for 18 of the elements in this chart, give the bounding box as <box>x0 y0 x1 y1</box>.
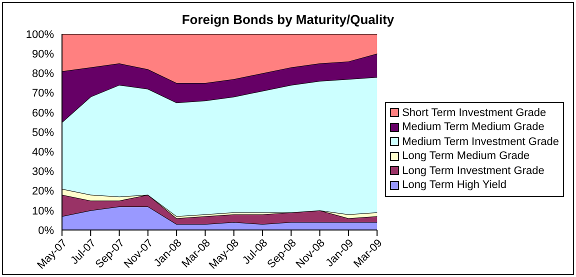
y-tick-label: 50% <box>32 126 54 139</box>
y-tick-label: 20% <box>32 186 54 198</box>
legend-label: Long Term Medium Grade <box>402 149 530 164</box>
y-tick-label: 10% <box>32 205 54 218</box>
y-tick-label: 60% <box>32 107 54 120</box>
y-tick-label: 70% <box>32 88 54 100</box>
legend-label: Short Term Investment Grade <box>402 106 546 120</box>
legend-label: Medium Term Medium Grade <box>402 120 544 134</box>
y-tick-label: 0% <box>38 224 54 237</box>
y-tick-label: 100% <box>26 28 54 41</box>
y-tick-label: 30% <box>32 166 54 178</box>
y-tick-label: 80% <box>32 68 54 80</box>
legend-label: Medium Term Investment Grade <box>402 134 559 149</box>
chart-title: Foreign Bonds by Maturity/Quality <box>180 12 396 27</box>
y-tick-label: 40% <box>32 146 54 159</box>
legend-label: Long Term Investment Grade <box>402 164 544 178</box>
y-tick-label: 90% <box>32 48 54 61</box>
legend-label: Long Term High Yield <box>402 178 506 192</box>
